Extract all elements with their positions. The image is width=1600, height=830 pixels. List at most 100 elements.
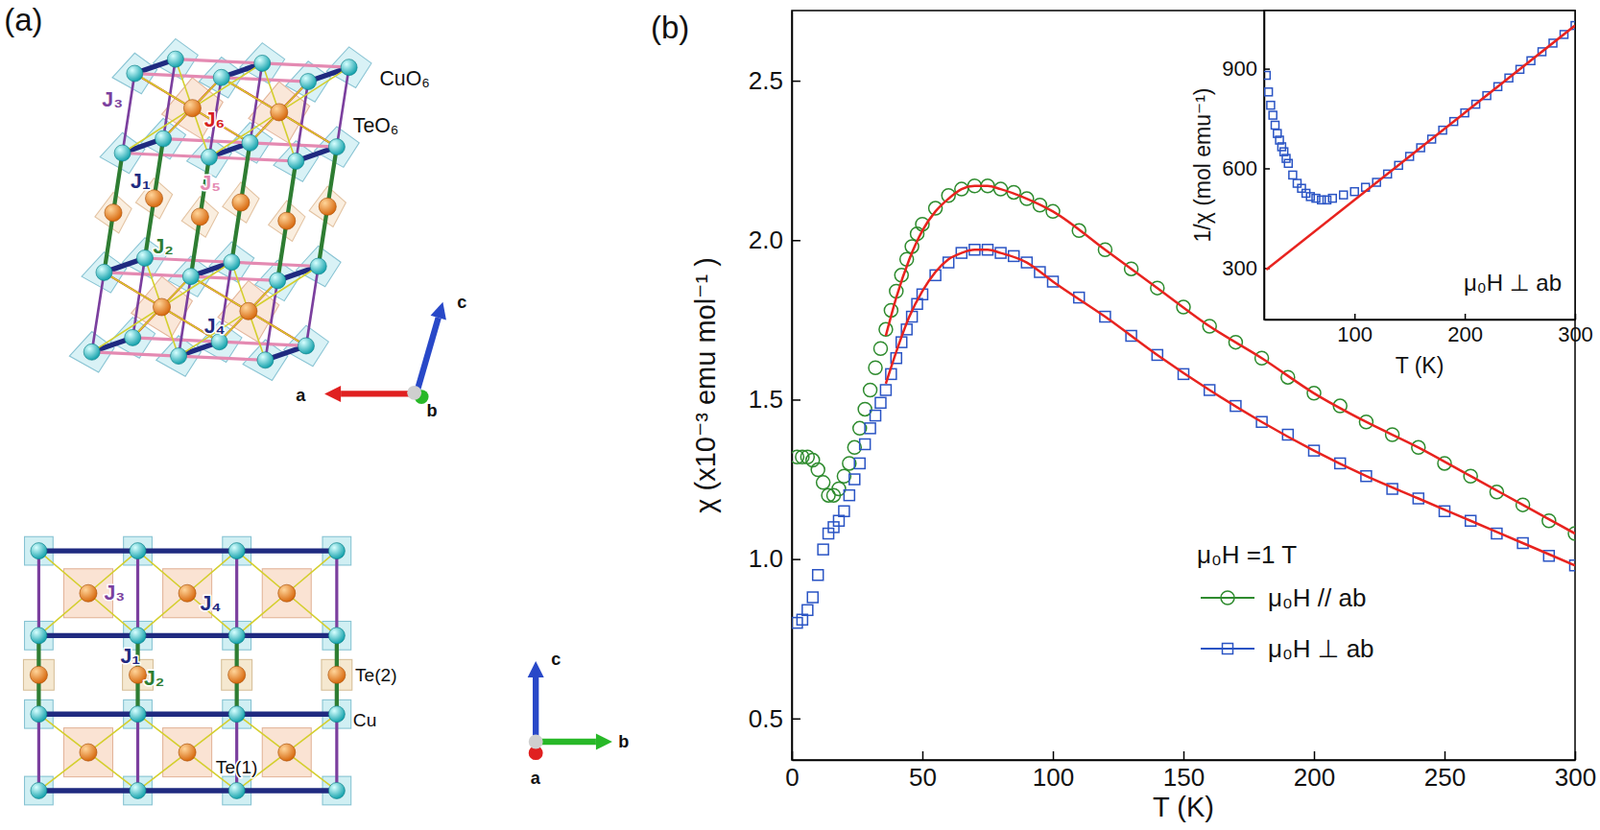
data-point: [854, 457, 865, 469]
y-tick-mark: [791, 80, 801, 83]
cu-atom: [340, 59, 358, 76]
x-tick-mark: [1183, 751, 1186, 761]
data-point: [1339, 191, 1348, 199]
j5-bond: [134, 73, 221, 78]
legend-line: [1200, 597, 1255, 599]
y-tick: 1.5: [748, 384, 801, 414]
cu-atom: [269, 272, 287, 289]
y-tick-label: 600: [1221, 156, 1258, 181]
page: (a)CuO₆TeO₆J₁J₂J₃J₄J₅J₆abcJ₁J₂J₃J₄Te(2)C…: [0, 0, 1600, 830]
cu-atom: [328, 782, 345, 799]
j4-bond: [138, 550, 189, 594]
cu-atom: [300, 73, 317, 91]
j4-bond: [38, 593, 89, 636]
x-tick-mark: [1354, 313, 1357, 320]
te-atom: [104, 204, 122, 222]
cu-atom: [228, 706, 245, 723]
te-atom: [183, 99, 201, 118]
x-tick-label: 250: [1424, 763, 1466, 792]
legend-label: μ₀H // ab: [1267, 583, 1366, 613]
legend-title: μ₀H =1 T: [1196, 540, 1297, 570]
cu-atom: [129, 627, 146, 645]
cu-atom: [254, 54, 271, 72]
j5-bond: [249, 143, 336, 147]
te-atom: [278, 743, 296, 762]
j4-bond: [191, 108, 250, 144]
cu-atom: [328, 627, 345, 645]
data-point: [1328, 194, 1337, 203]
j4-bond: [187, 714, 238, 753]
x-tick-mark: [1313, 751, 1316, 761]
teo6-octahedron: [222, 182, 260, 224]
teo6-octahedron: [262, 569, 311, 619]
te-atom: [239, 302, 258, 320]
y-tick: 600: [1221, 156, 1270, 181]
axis-letter: a: [530, 768, 542, 789]
cu-atom: [228, 627, 245, 645]
j4-bond: [38, 752, 89, 791]
data-point: [849, 474, 860, 485]
main-chart: 0501001502002503000.51.01.52.02.5T (K)χ …: [650, 9, 1597, 823]
y-tick-label: 300: [1221, 256, 1258, 281]
coupling-label: J₅: [199, 171, 221, 195]
y-tick-mark: [791, 718, 801, 721]
x-tick-label: 0: [785, 763, 799, 792]
y-tick: 900: [1221, 56, 1270, 81]
j5-bond: [175, 59, 263, 64]
coupling-label: J₄: [199, 592, 221, 616]
te-atom: [152, 298, 170, 316]
j4-bond: [38, 550, 89, 594]
j4-bond: [279, 67, 350, 113]
plot-frame: [1264, 10, 1576, 320]
cu-atom: [287, 152, 305, 169]
x-tick-mark: [1464, 313, 1467, 320]
origin-ball: [528, 735, 544, 750]
polyhedra: [69, 38, 372, 381]
x-tick-mark: [1444, 751, 1447, 761]
origin-ball: [406, 385, 422, 401]
a-arrow-head: [324, 385, 341, 403]
cu-atom: [167, 50, 184, 68]
j4-bond: [88, 752, 139, 791]
data-point: [870, 410, 882, 422]
axis-letter: b: [618, 732, 629, 752]
j4-bond: [237, 550, 287, 594]
data-point: [1284, 159, 1292, 168]
j3-bond: [122, 73, 136, 154]
cu-atom: [241, 134, 259, 151]
j4-bond: [286, 752, 337, 791]
y-tick-mark: [791, 399, 801, 402]
j1-bond: [38, 633, 336, 639]
atoms: [83, 50, 358, 369]
cu-atom: [114, 144, 131, 162]
j4-bond: [138, 593, 189, 636]
y-tick-label: 1.0: [748, 544, 784, 574]
j5-bond: [122, 152, 210, 157]
j3-bond: [235, 714, 239, 791]
coupling-label: J₁: [119, 644, 141, 669]
y-axis: 300 600 900: [1221, 11, 1270, 321]
j2-bond: [277, 161, 296, 281]
data-point: [1277, 143, 1286, 151]
j5-bond: [144, 258, 232, 263]
x-tick-label: 200: [1447, 322, 1483, 347]
j2-bond: [318, 146, 337, 266]
y-axis: 0.51.01.52.02.5: [748, 11, 801, 762]
cu-atom: [228, 543, 245, 560]
axis-letter: a: [295, 385, 307, 406]
structure-bottom: [23, 536, 352, 806]
cu-atom: [328, 706, 345, 723]
cu-atom: [182, 268, 199, 286]
data-point: [1282, 154, 1290, 163]
data-point: [1289, 170, 1297, 179]
te-atom: [178, 584, 196, 602]
x-tick: 150: [1163, 751, 1205, 792]
j3-bond: [235, 550, 239, 636]
j3-bond: [37, 550, 41, 636]
axis-letter: c: [550, 649, 561, 669]
cu-atom: [223, 254, 240, 271]
x-tick-mark: [1052, 751, 1055, 761]
data-point: [1266, 101, 1275, 110]
plot-frame: [791, 10, 1576, 761]
j4-bond: [237, 714, 287, 753]
